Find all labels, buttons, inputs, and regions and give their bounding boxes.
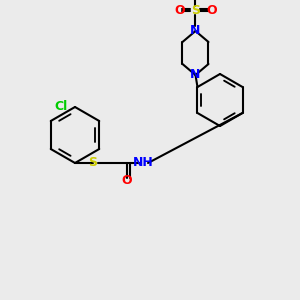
Text: O: O — [122, 175, 132, 188]
Text: O: O — [174, 4, 185, 17]
Text: NH: NH — [133, 157, 153, 169]
Text: N: N — [190, 68, 201, 82]
Text: Cl: Cl — [54, 100, 68, 112]
Text: S: S — [88, 157, 98, 169]
Text: S: S — [191, 4, 200, 17]
Text: O: O — [206, 4, 217, 17]
Text: N: N — [190, 25, 201, 38]
